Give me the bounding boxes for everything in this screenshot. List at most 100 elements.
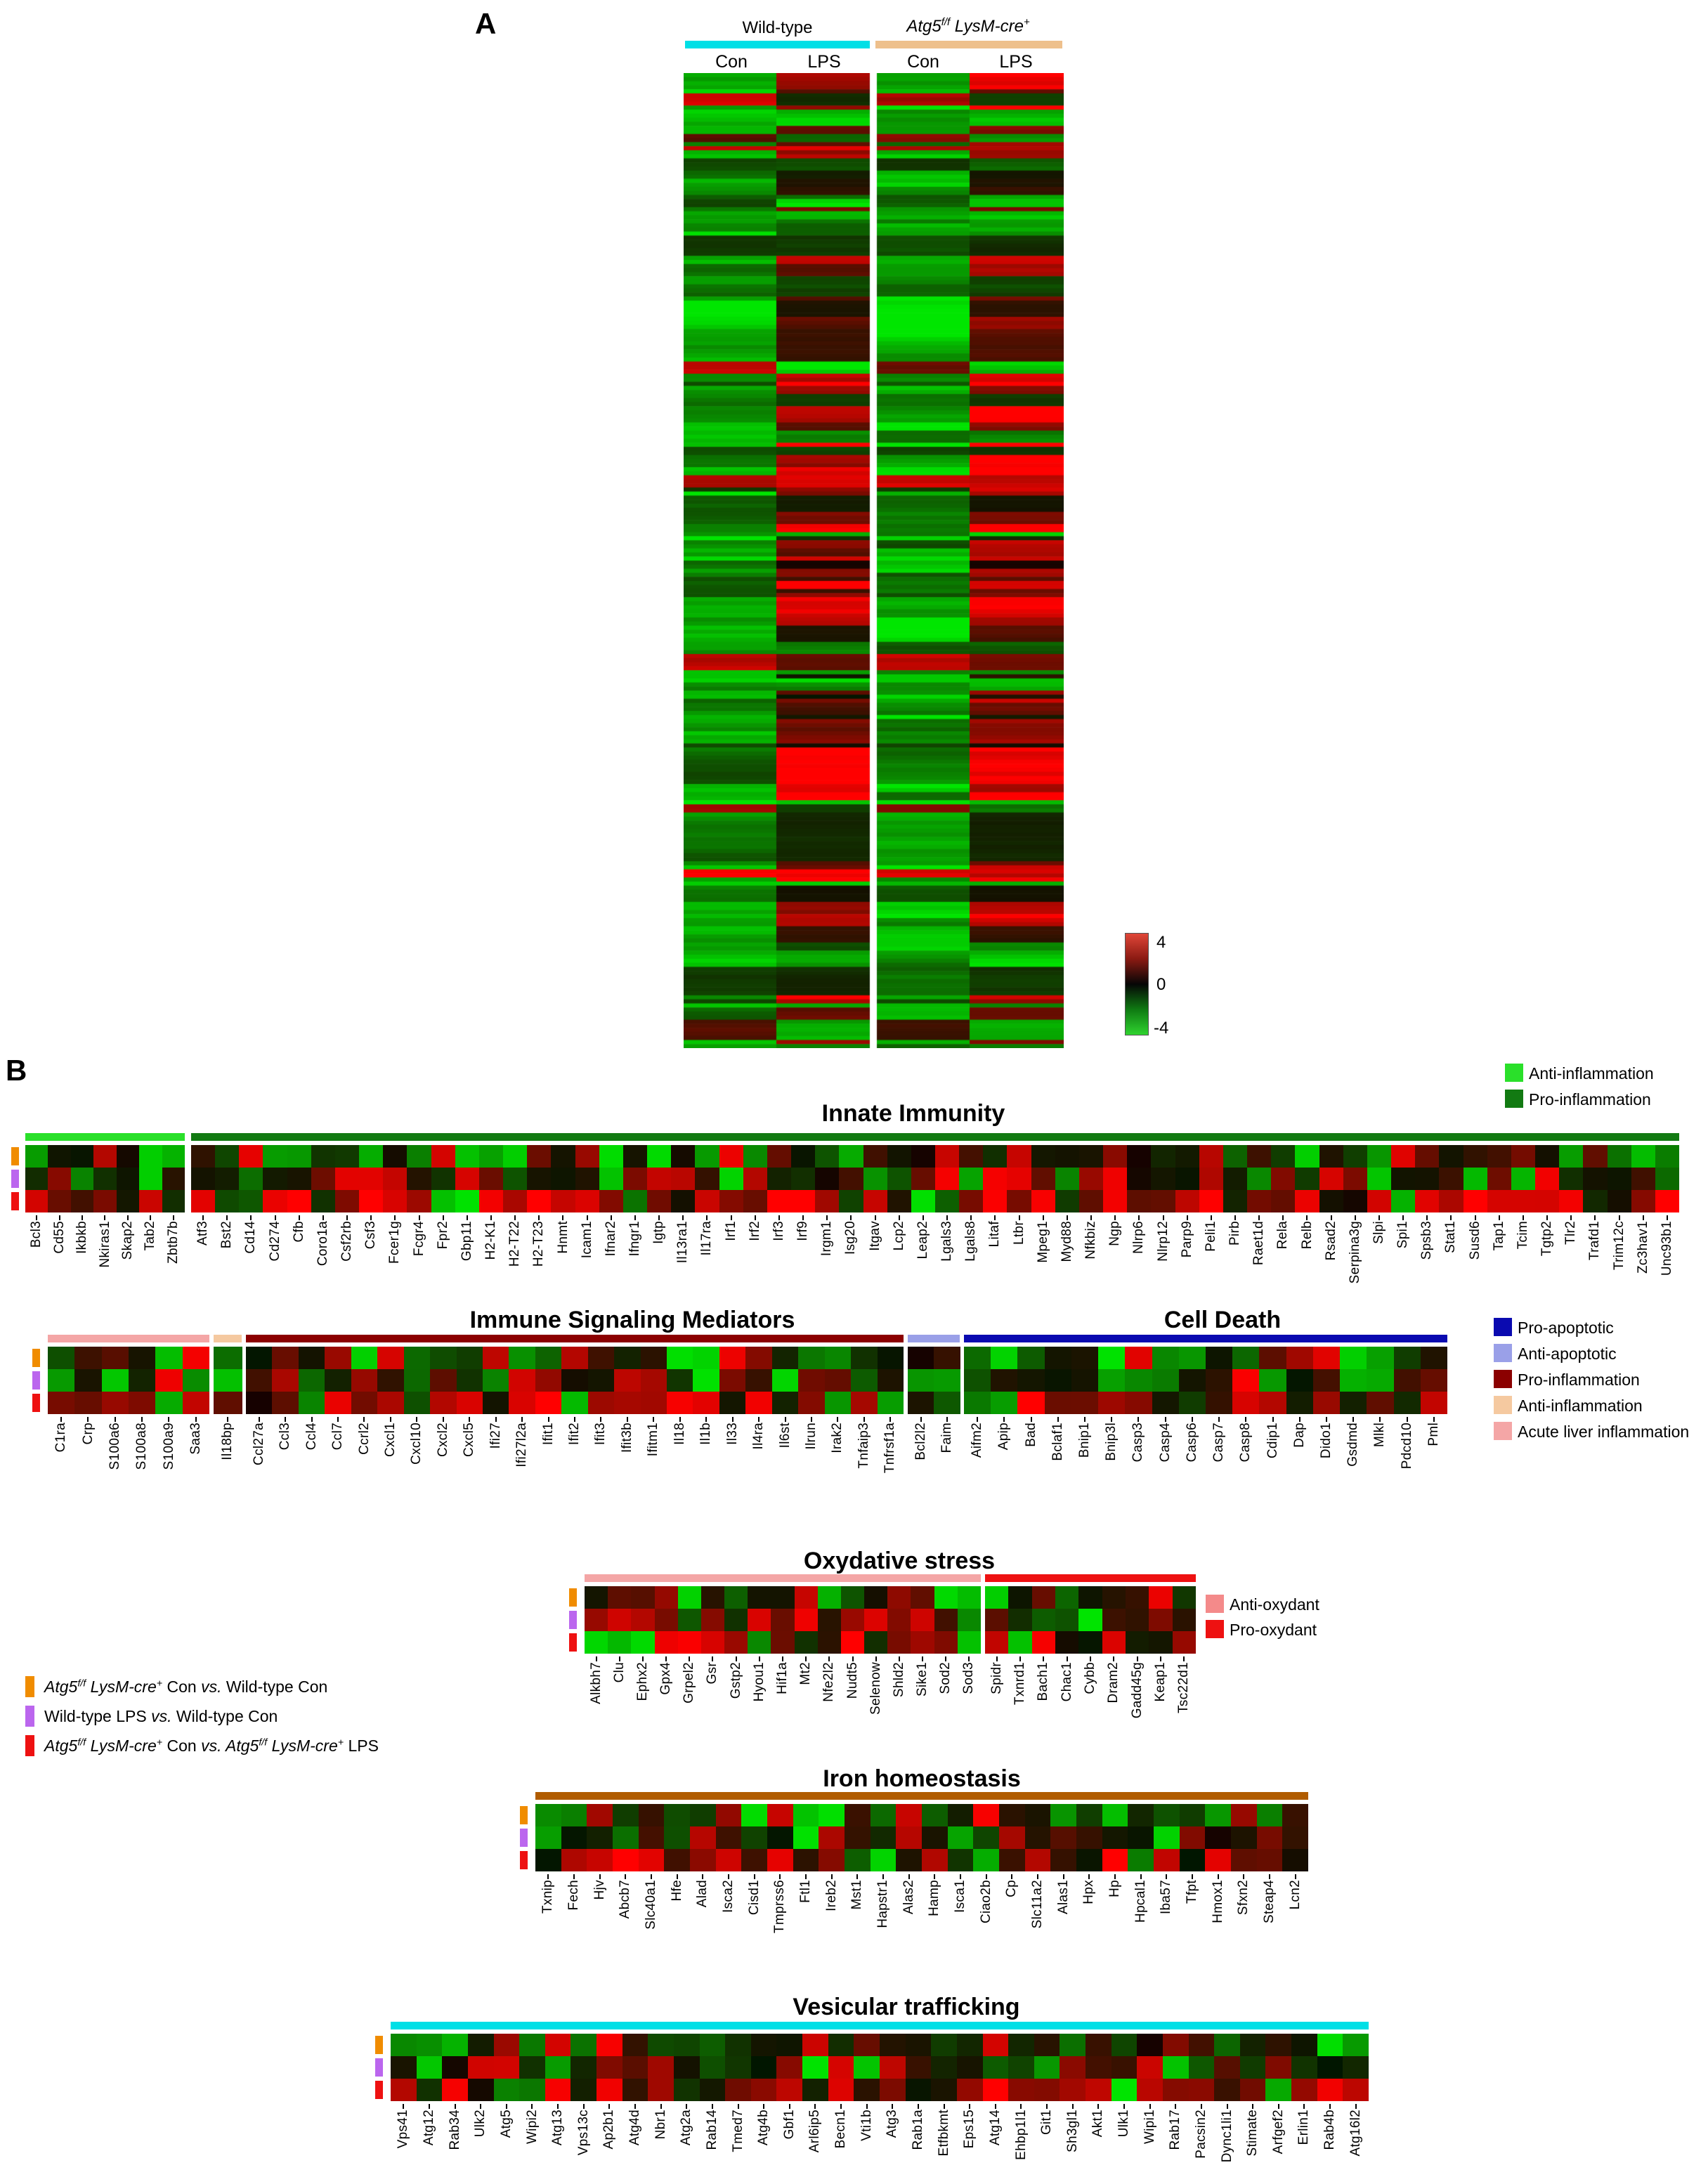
tick-mark [1298, 1417, 1300, 1422]
gene-name: Alad [695, 1880, 710, 1908]
tick-mark [996, 1656, 998, 1661]
heatmap-cell [545, 2034, 571, 2056]
category-bar [214, 1335, 242, 1342]
tick-mark [863, 1417, 865, 1422]
heatmap-cell [1391, 1168, 1416, 1190]
tick-mark [363, 1417, 365, 1422]
heatmap-cell [724, 1586, 748, 1609]
gene-label: Lcp2 [887, 1215, 911, 1314]
heatmap-cell [798, 1369, 826, 1392]
tick-mark [970, 1215, 972, 1220]
gene-label: Cxcl10 [404, 1417, 430, 1522]
tick-mark [994, 2104, 996, 2109]
heatmap-cell [1044, 1369, 1072, 1392]
tick-mark [114, 1417, 116, 1422]
heatmap-cell [935, 1168, 960, 1190]
heatmap-cell [743, 1168, 768, 1190]
heatmap-cell [377, 1392, 405, 1414]
tick-mark [781, 1656, 783, 1661]
heatmap-cell [1282, 1804, 1309, 1826]
heatmap-cell [214, 1369, 242, 1392]
heatmap-cell [608, 1609, 632, 1631]
gene-name: Git1 [1039, 2110, 1055, 2136]
gene-name: Gsr [705, 1662, 720, 1685]
heatmap-cell [864, 1586, 888, 1609]
gene-label: Tgtp2 [1535, 1215, 1559, 1314]
heatmap-cell [648, 2034, 674, 2056]
heatmap-cell [383, 1145, 408, 1168]
heatmap-cell [1206, 1369, 1233, 1392]
heatmap-cell [1086, 2034, 1112, 2056]
heatmap-cell [699, 2079, 726, 2101]
heatmap-cell [1151, 1190, 1176, 1212]
comparison-swatch [25, 1676, 34, 1697]
heatmap-cell [1175, 1145, 1200, 1168]
heatmap-cell [999, 1826, 1026, 1849]
tick-mark [804, 1874, 807, 1879]
gene-name: Mlkl [1372, 1423, 1388, 1447]
gene-name: Isca1 [953, 1880, 968, 1913]
gene-name: Cfb [291, 1221, 306, 1243]
heatmap-cell [985, 1586, 1009, 1609]
heatmap-cell [1050, 1804, 1077, 1826]
heatmap-cell [1055, 1586, 1079, 1609]
heatmap-cell [551, 1168, 576, 1190]
gene-label: Susd6 [1463, 1215, 1487, 1314]
gene-label: Icam1 [575, 1215, 599, 1314]
tick-mark [595, 1656, 597, 1661]
heatmap-cell [1312, 1392, 1341, 1414]
heatmap-cell [1295, 1190, 1320, 1212]
gene-label: Slpi [1367, 1215, 1391, 1314]
heatmap-cell [162, 1145, 185, 1168]
tick-mark [1450, 1215, 1452, 1220]
heatmap-cell [614, 1392, 641, 1414]
legend-label: Anti-inflammation [1529, 1064, 1654, 1083]
heatmap-cell [828, 2079, 854, 2101]
gene-label: Alad [690, 1874, 716, 1987]
tick-mark [1226, 2104, 1228, 2109]
heatmap-cell [957, 1609, 982, 1631]
heatmap-cell [1247, 1190, 1272, 1212]
heatmap-cell [854, 2034, 880, 2056]
heatmap-cell [535, 1804, 562, 1826]
tick-mark [665, 1656, 667, 1661]
heatmap-cell [1098, 1369, 1126, 1392]
heatmap-cell [455, 1145, 480, 1168]
heatmap-cell [839, 1190, 863, 1212]
heatmap-cell [455, 1190, 480, 1212]
heatmap-cell [298, 1369, 325, 1392]
gene-name: Nkiras1 [97, 1221, 112, 1268]
gene-label: Vps41 [391, 2104, 417, 2177]
heatmap-cell [1152, 1392, 1180, 1414]
tick-mark [1379, 1417, 1381, 1422]
gene-label: Unc93b1 [1655, 1215, 1679, 1314]
tick-mark [1426, 1215, 1428, 1220]
gene-label: Il6st [772, 1417, 798, 1522]
tick-mark [1159, 1656, 1161, 1661]
tick-mark [1200, 2104, 1202, 2109]
heatmap-cell [622, 1145, 648, 1168]
gene-label: Cxcl1 [377, 1417, 403, 1522]
gene-label: Gbf1 [776, 2104, 802, 2177]
gene-label: Nfe2l2 [818, 1656, 841, 1762]
gene-label: Peli1 [1199, 1215, 1223, 1314]
tick-mark [1325, 1417, 1327, 1422]
heatmap-cell [93, 1190, 117, 1212]
heatmap-cell [817, 1631, 842, 1654]
gene-label: Txnrd1 [1008, 1656, 1031, 1762]
tick-mark [1252, 2104, 1254, 2109]
tick-mark [1378, 1215, 1380, 1220]
heatmap-cell [74, 1392, 103, 1414]
tick-mark [1066, 1656, 1068, 1661]
gene-name: Alkbh7 [588, 1662, 604, 1704]
heatmap-cell [1017, 1369, 1045, 1392]
gene-name: Csf3 [363, 1221, 379, 1250]
heatmap-cell [482, 1369, 509, 1392]
heatmap-cell [1223, 1145, 1248, 1168]
heatmap-cell [1128, 1804, 1154, 1826]
gene-label: Alas1 [1050, 1874, 1076, 1987]
gene-name: Serpina3g [1347, 1221, 1362, 1284]
tick-mark [737, 2104, 739, 2109]
heatmap-cell [1188, 2056, 1215, 2079]
category-bar [246, 1335, 904, 1342]
